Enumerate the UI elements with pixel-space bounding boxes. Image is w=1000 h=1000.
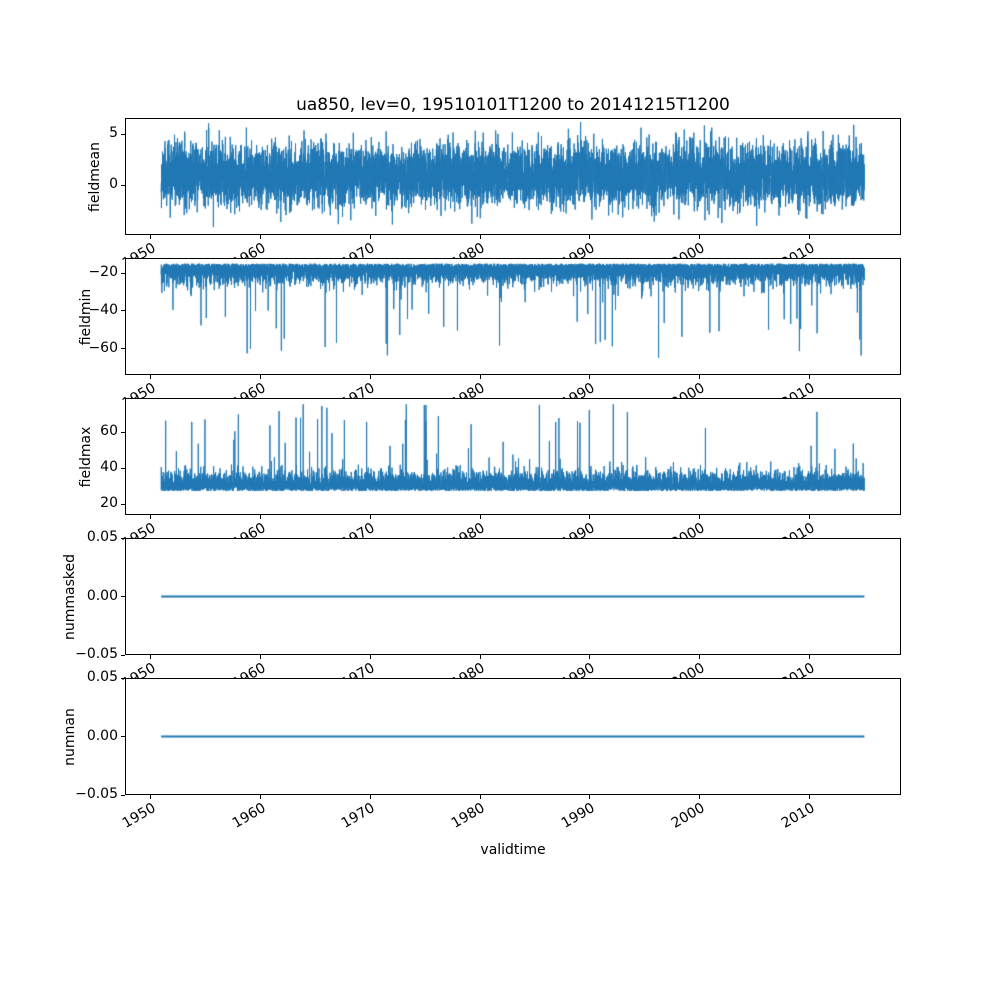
x-tick-mark: [699, 375, 701, 379]
y-tick-mark: [121, 596, 125, 597]
x-tick-mark: [589, 515, 591, 519]
y-axis-label-nummasked: nummasked: [62, 553, 78, 640]
y-tick-mark: [121, 654, 125, 656]
y-tick-label: 0.05: [86, 669, 118, 685]
x-tick-mark: [369, 515, 371, 519]
x-tick-mark: [699, 795, 701, 799]
x-tick-mark: [809, 795, 811, 799]
y-tick-mark: [121, 310, 125, 312]
plot-line-canvas: [126, 679, 900, 794]
x-tick-mark: [149, 655, 151, 659]
x-tick-mark: [149, 515, 151, 519]
x-tick-mark: [149, 235, 151, 239]
chart-title: ua850, lev=0, 19510101T1200 to 20141215T…: [296, 95, 730, 115]
y-tick-label: −0.05: [75, 646, 118, 662]
x-tick-mark: [259, 655, 261, 659]
plot-line-canvas: [126, 259, 900, 374]
y-axis-label-fieldmax: fieldmax: [78, 426, 94, 487]
x-tick-mark: [589, 235, 591, 239]
y-tick-mark: [121, 736, 125, 737]
y-tick-label: 60: [100, 423, 118, 440]
y-tick-label: 0: [109, 176, 118, 193]
y-axis-label-numnan: numnan: [62, 707, 78, 766]
x-tick-mark: [809, 515, 811, 519]
x-tick-mark: [699, 515, 701, 519]
axes-box-fieldmean: [125, 118, 901, 235]
axes-box-nummasked: [125, 538, 901, 655]
y-tick-mark: [121, 503, 125, 505]
x-tick-label: 1970: [339, 800, 379, 832]
y-tick-mark: [121, 467, 125, 469]
x-tick-label: 2010: [778, 800, 818, 832]
y-axis-label-fieldmin: fieldmin: [78, 288, 94, 345]
y-tick-mark: [121, 133, 125, 135]
x-tick-mark: [699, 655, 701, 659]
x-axis-label: validtime: [480, 842, 546, 858]
y-axis-label-fieldmean: fieldmean: [87, 141, 103, 212]
y-tick-label: 0.00: [86, 727, 118, 744]
x-tick-mark: [479, 375, 481, 379]
x-tick-label: 1990: [559, 800, 598, 832]
plot-line-canvas: [126, 119, 900, 234]
y-tick-label: −40: [88, 301, 118, 318]
x-tick-mark: [369, 375, 371, 379]
x-tick-label: 2000: [669, 800, 708, 832]
y-tick-label: 0.00: [86, 587, 118, 604]
x-tick-mark: [479, 655, 481, 659]
x-tick-mark: [809, 375, 811, 379]
y-tick-label: 5: [109, 125, 118, 142]
y-tick-label: 20: [100, 495, 118, 512]
x-tick-mark: [479, 515, 481, 519]
x-tick-mark: [259, 375, 261, 379]
y-tick-mark: [121, 537, 125, 539]
y-tick-label: 40: [100, 459, 118, 476]
x-tick-mark: [479, 235, 481, 239]
axes-box-fieldmin: [125, 258, 901, 375]
x-tick-mark: [699, 235, 701, 239]
x-tick-mark: [589, 375, 591, 379]
x-tick-mark: [479, 795, 481, 799]
x-tick-mark: [809, 235, 811, 239]
y-tick-mark: [121, 431, 125, 433]
x-tick-mark: [369, 235, 371, 239]
y-tick-mark: [121, 348, 125, 350]
plot-line-canvas: [126, 539, 900, 654]
x-tick-mark: [369, 795, 371, 799]
y-tick-mark: [121, 184, 125, 186]
x-tick-mark: [259, 235, 261, 239]
y-tick-mark: [121, 677, 125, 679]
plot-line-canvas: [126, 399, 900, 514]
y-tick-label: −0.05: [75, 786, 118, 802]
x-tick-label: 1980: [449, 800, 489, 832]
axes-box-fieldmax: [125, 398, 901, 515]
y-tick-label: −60: [88, 339, 118, 356]
x-tick-mark: [589, 795, 591, 799]
y-tick-label: −20: [88, 264, 118, 281]
x-tick-mark: [149, 375, 151, 379]
axes-box-numnan: [125, 678, 901, 795]
y-tick-mark: [121, 794, 125, 796]
x-tick-mark: [369, 655, 371, 659]
x-tick-mark: [589, 655, 591, 659]
x-tick-mark: [259, 795, 261, 799]
x-tick-mark: [259, 515, 261, 519]
y-tick-mark: [121, 272, 125, 274]
x-tick-mark: [149, 795, 151, 799]
y-tick-label: 0.05: [86, 529, 118, 545]
x-tick-label: 1950: [119, 800, 159, 832]
x-tick-mark: [809, 655, 811, 659]
x-tick-label: 1960: [229, 800, 269, 832]
